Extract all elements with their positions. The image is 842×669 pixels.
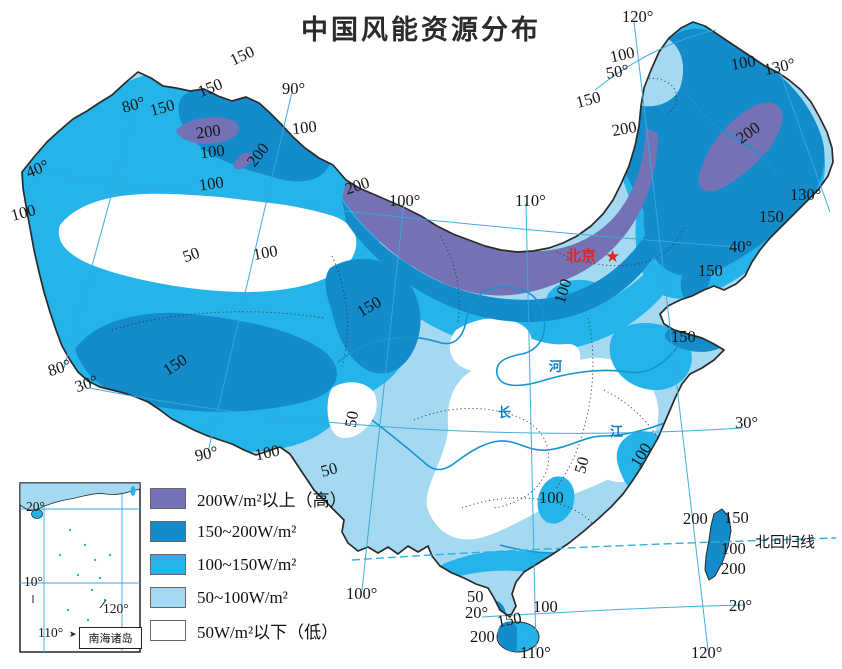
region-north-band-dark: [342, 148, 688, 323]
legend-row: 100~150W/m²: [150, 554, 347, 575]
legend: 200W/m²以上（高） 150~200W/m² 100~150W/m² 50~…: [150, 488, 347, 653]
inset-coast: [19, 482, 141, 511]
legend-label: 100~150W/m²: [197, 554, 297, 574]
boundary-dotted: [111, 311, 325, 331]
legend-row: 50~100W/m²: [150, 587, 347, 608]
meridian-100: [361, 202, 405, 591]
legend-swatch: [150, 554, 186, 575]
graticule: [39, 21, 831, 651]
inset-name-box: 南海诸岛: [79, 627, 142, 649]
map-title: 中国风能资源分布: [301, 15, 541, 45]
boundary-dotted: [413, 408, 550, 509]
region-tibet-dark: [75, 312, 338, 412]
yangtze-river: [371, 419, 671, 471]
legend-swatch: [150, 521, 186, 542]
taiwan-island: [704, 508, 732, 581]
region-hunan-mid: [537, 476, 575, 524]
inset-islands: [58, 528, 117, 634]
region-hami-dark: [325, 258, 421, 374]
islands: [496, 508, 732, 653]
parallel-40: [39, 171, 738, 248]
legend-label: 50~100W/m²: [197, 587, 288, 607]
region-inner-mongolia-purple: [342, 128, 658, 296]
boundary-dotted: [331, 255, 348, 367]
meridian-110: [525, 202, 537, 651]
parallel-20: [481, 604, 746, 618]
yellow-river: [337, 286, 685, 387]
legend-swatch: [150, 587, 186, 608]
region-xinjiang-purple-2: [233, 152, 253, 170]
inset-island-dot: [90, 588, 94, 592]
region-ne-light-pocket: [610, 33, 684, 107]
meridian-90: [207, 91, 293, 453]
region-sw-white: [327, 382, 377, 439]
parallel-30: [89, 387, 744, 434]
parallel-50: [594, 29, 717, 91]
region-xinjiang-purple-1: [176, 117, 239, 144]
region-tarim-white: [58, 193, 357, 292]
region-ne-purple: [698, 102, 783, 192]
inset-island-dot: [83, 543, 87, 547]
meridian-80: [63, 97, 139, 369]
legend-row: 50W/m²以下（低）: [150, 620, 347, 642]
inset-island-dot: [108, 553, 112, 557]
regions-over-200: [176, 102, 783, 296]
inset-island-dot: [68, 528, 72, 532]
hainan-dark-part: [497, 621, 517, 652]
inset-island-dot: [93, 558, 97, 562]
inset-island-dot: [86, 618, 90, 622]
songhua-river: [687, 94, 779, 176]
inset-island-dot: [66, 608, 70, 612]
inset-grid: [20, 483, 140, 652]
inset-hainan: [31, 509, 43, 519]
inset-island-dot: [98, 576, 102, 580]
regions-below-50: [58, 193, 659, 540]
inset-island-dot: [76, 573, 80, 577]
boundary-dotted: [555, 317, 594, 489]
inset-name-label: 南海诸岛: [88, 633, 133, 645]
legend-swatch: [150, 620, 186, 641]
boundary-dotted: [439, 235, 460, 323]
inset-taiwan: [130, 486, 136, 496]
inset-island-dot: [58, 553, 62, 557]
region-southcoast-mid: [432, 505, 677, 581]
meridian-120: [633, 21, 709, 651]
region-north-band-mid: [328, 158, 714, 352]
legend-label: 50W/m²以下（低）: [197, 623, 339, 642]
boundary-dotted: [555, 227, 685, 267]
tropic-of-cancer-line: [351, 537, 837, 561]
legend-row: 150~200W/m²: [150, 521, 347, 542]
meridian-130: [779, 71, 831, 213]
inset-mark: [99, 599, 107, 609]
region-ordos-white: [449, 318, 532, 373]
legend-label: 200W/m²以上（高）: [197, 491, 347, 510]
legend-label: 150~200W/m²: [197, 521, 297, 541]
legend-row: 200W/m²以上（高）: [150, 488, 347, 510]
inset-map: [19, 482, 141, 653]
legend-swatch: [150, 488, 186, 509]
